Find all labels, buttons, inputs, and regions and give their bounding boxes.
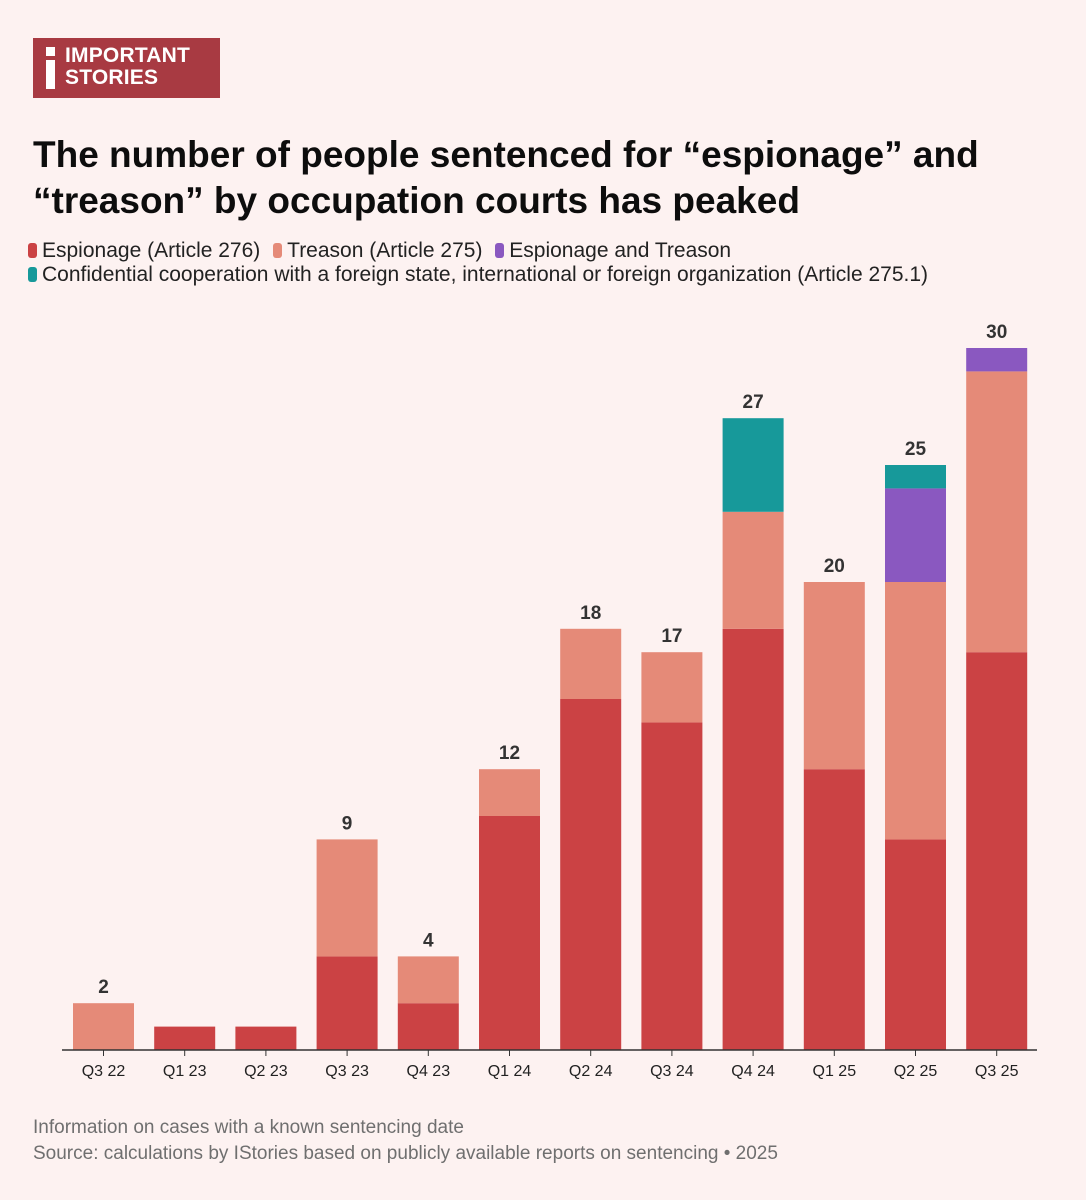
bar-segment-q3-25-espionage-and-treason <box>966 348 1028 372</box>
bar-total-label: 27 <box>743 392 764 413</box>
bar-segment-q4-24-confidential-cooperation-with- <box>722 418 784 512</box>
stacked-bar-chart: 2 Q3 22 Q1 23 Q2 23 9 Q3 23 4 Q4 23 12 Q1 24 18 Q2 … <box>62 322 1037 1080</box>
legend-label-confidential-cooperation: Confidential cooperation with a foreign … <box>42 263 929 286</box>
bar-segment-q1-25-espionage-article-276 <box>803 769 865 1050</box>
bar-total-label: 12 <box>499 743 520 764</box>
bar-segment-q2-24-treason-article-275 <box>560 628 622 699</box>
bar-total-label: 9 <box>342 813 353 834</box>
bar-total-label: 2 <box>98 977 109 998</box>
chart-title: The number of people sentenced for “espi… <box>33 134 979 221</box>
bar-total-label: 17 <box>661 626 682 647</box>
logo-line-1: IMPORTANT <box>65 44 191 67</box>
bar-segment-q3-22-treason-article-275 <box>73 1003 134 1050</box>
bar-segment-q3-23-espionage-article-276 <box>316 956 378 1050</box>
bar-total-label: 20 <box>824 556 845 577</box>
legend-item-confidential-cooperation: Confidential cooperation with a foreign … <box>25 263 928 287</box>
bar-segment-q2-25-confidential-cooperation-with- <box>885 465 946 489</box>
x-tick-label: Q3 25 <box>975 1063 1019 1080</box>
legend-row-1: Espionage (Article 276) Treason (Article… <box>25 239 1075 263</box>
legend-item-espionage: Espionage (Article 276) <box>25 239 260 263</box>
logo-i-icon <box>45 47 56 89</box>
bar-segment-q2-24-espionage-article-276 <box>560 699 622 1050</box>
bar-segment-q3-25-treason-article-275 <box>966 371 1028 653</box>
bar-segment-q3-24-espionage-article-276 <box>641 722 703 1050</box>
bar-segment-q1-24-espionage-article-276 <box>479 816 540 1050</box>
bar-total-label: 25 <box>905 439 927 460</box>
x-tick-label: Q2 24 <box>569 1063 613 1080</box>
legend-item-espionage-and-treason: Espionage and Treason <box>492 239 731 263</box>
legend-swatch-confidential-cooperation <box>28 267 37 282</box>
x-tick-label: Q4 23 <box>407 1063 451 1080</box>
footer-note: Information on cases with a known senten… <box>33 1117 464 1138</box>
bar-segment-q3-25-espionage-article-276 <box>966 652 1028 1050</box>
bar-segment-q1-25-treason-article-275 <box>803 582 865 770</box>
legend-row-2: Confidential cooperation with a foreign … <box>25 263 1075 287</box>
chart-legend: Espionage (Article 276) Treason (Article… <box>25 239 1075 287</box>
bar-segment-q2-25-espionage-and-treason <box>885 488 946 582</box>
bar-total-label: 4 <box>423 930 434 951</box>
x-tick-label: Q1 23 <box>163 1063 207 1080</box>
bar-total-label: 30 <box>986 322 1007 343</box>
x-tick-label: Q2 23 <box>244 1063 288 1080</box>
footer-source: Source: calculations by IStories based o… <box>33 1143 778 1164</box>
legend-label-treason: Treason (Article 275) <box>287 239 483 262</box>
bar-segment-q4-24-treason-article-275 <box>722 511 784 629</box>
bar-segment-q3-23-treason-article-275 <box>316 839 378 957</box>
brand-logo[interactable]: IMPORTANT STORIES <box>33 38 220 98</box>
legend-item-treason: Treason (Article 275) <box>270 239 482 263</box>
x-tick-label: Q1 24 <box>488 1063 532 1080</box>
legend-swatch-espionage-and-treason <box>495 243 505 258</box>
bar-segment-q2-25-treason-article-275 <box>885 582 946 840</box>
bar-segment-q3-24-treason-article-275 <box>641 652 703 723</box>
bar-segment-q4-23-espionage-article-276 <box>397 1003 459 1050</box>
bar-segment-q4-24-espionage-article-276 <box>722 628 784 1050</box>
bar-segment-q2-25-espionage-article-276 <box>885 839 946 1050</box>
bar-segment-q1-23-espionage-article-276 <box>154 1026 216 1050</box>
legend-swatch-treason <box>273 243 283 258</box>
chart-footer: Information on cases with a known senten… <box>33 1115 778 1167</box>
bar-segment-q1-24-treason-article-275 <box>479 769 540 816</box>
logo-text: IMPORTANT STORIES <box>65 45 190 89</box>
x-tick-label: Q1 25 <box>813 1063 857 1080</box>
legend-label-espionage-and-treason: Espionage and Treason <box>509 239 732 262</box>
legend-swatch-espionage <box>28 243 37 258</box>
bar-segment-q4-23-treason-article-275 <box>397 956 459 1004</box>
bar-total-label: 18 <box>580 603 601 624</box>
x-tick-label: Q3 22 <box>82 1063 126 1080</box>
legend-label-espionage: Espionage (Article 276) <box>42 239 261 262</box>
x-tick-label: Q2 25 <box>894 1063 938 1080</box>
x-tick-label: Q4 24 <box>731 1063 775 1080</box>
bar-segment-q2-23-espionage-article-276 <box>235 1026 297 1050</box>
logo-line-2: STORIES <box>65 66 159 89</box>
x-tick-label: Q3 23 <box>325 1063 369 1080</box>
x-tick-label: Q3 24 <box>650 1063 694 1080</box>
